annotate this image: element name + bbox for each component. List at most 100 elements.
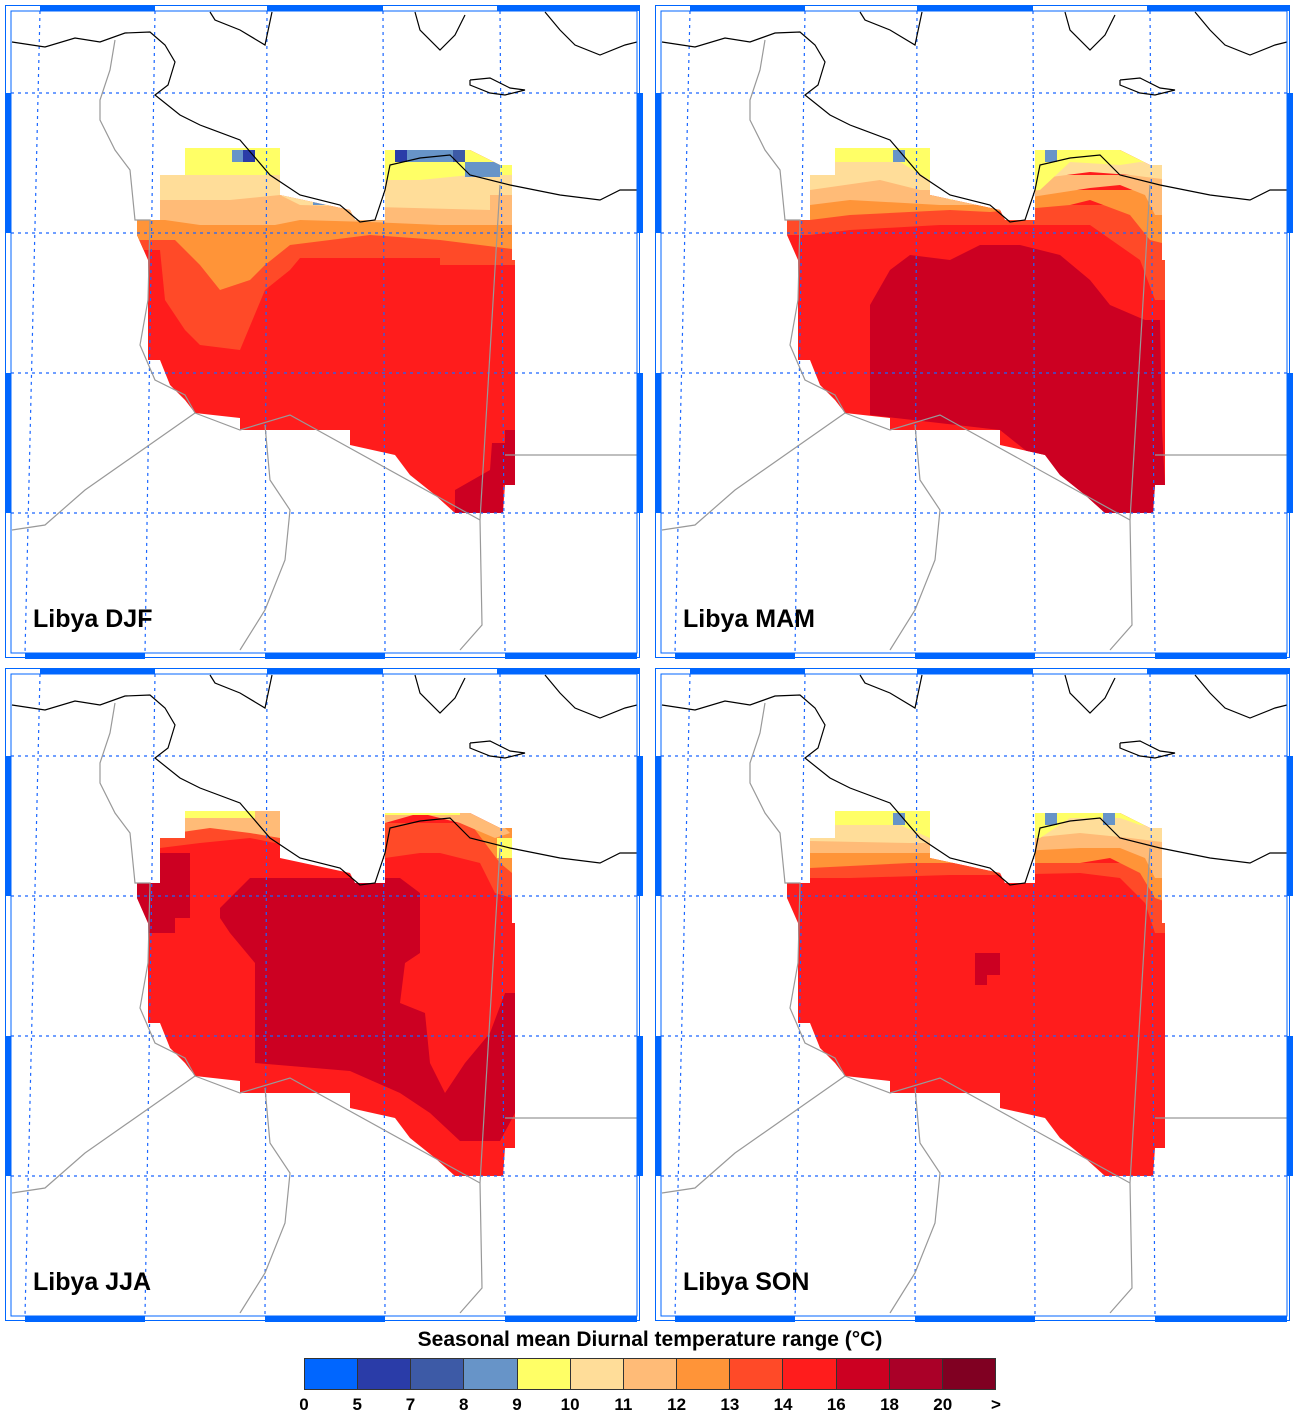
frame-tick xyxy=(655,93,661,233)
frame-tick xyxy=(25,653,145,659)
frame-tick xyxy=(1287,93,1293,233)
frame-tick xyxy=(40,5,155,11)
frame-tick xyxy=(1147,668,1290,674)
panel-title: Libya SON xyxy=(683,1268,810,1296)
meridian-gridline xyxy=(144,673,156,1317)
colorbar-tick-label: 11 xyxy=(614,1395,633,1414)
country-border xyxy=(661,1075,846,1194)
colorbar-swatch xyxy=(730,1359,784,1389)
coastline xyxy=(544,11,638,56)
dtr-field xyxy=(137,811,515,1176)
frame-tick xyxy=(40,668,155,674)
dtr-cell-region xyxy=(1045,813,1057,825)
dtr-cell-region xyxy=(465,162,500,177)
frame-tick xyxy=(637,1036,643,1176)
dtr-cell-region xyxy=(1022,825,1033,838)
coastline xyxy=(414,674,466,714)
country-border xyxy=(1129,184,1151,521)
frame-tick xyxy=(690,668,805,674)
frame-tick xyxy=(5,1036,11,1176)
dtr-cell-region xyxy=(975,953,1000,985)
dtr-cell-region xyxy=(395,150,407,162)
colorbar-tick-label: 16 xyxy=(826,1395,846,1414)
colorbar-swatch xyxy=(411,1359,465,1389)
colorbar-tick-label: 12 xyxy=(667,1395,687,1414)
panel-title: Libya MAM xyxy=(683,605,815,633)
meridian-gridline xyxy=(674,673,691,1317)
meridian-gridline xyxy=(1149,10,1156,654)
dtr-cell-region xyxy=(453,150,465,162)
country-border xyxy=(239,424,291,651)
frame-tick xyxy=(690,5,805,11)
coastline xyxy=(859,674,923,709)
meridian-gridline xyxy=(794,10,806,654)
frame-tick xyxy=(25,1316,145,1322)
country-border xyxy=(11,1075,196,1194)
map-panel-son: Libya SON xyxy=(655,668,1295,1323)
colorbar-swatch xyxy=(783,1359,837,1389)
coastline xyxy=(11,694,637,886)
frame-tick xyxy=(675,1316,795,1322)
meridian-gridline xyxy=(144,10,156,654)
country-border xyxy=(459,1182,483,1314)
coastline xyxy=(661,31,1287,223)
country-border xyxy=(889,1087,941,1314)
map-mam xyxy=(655,5,1293,659)
coastline xyxy=(544,674,638,719)
coastline xyxy=(1064,674,1116,714)
coastline xyxy=(1119,740,1176,759)
colorbar-tick-label: 7 xyxy=(405,1395,416,1414)
meridian-gridline xyxy=(914,10,918,654)
frame-tick xyxy=(5,756,11,896)
meridian-gridline xyxy=(499,673,506,1317)
frame-tick xyxy=(1287,1036,1293,1176)
colorbar-tick-label: 8 xyxy=(458,1395,469,1414)
dtr-field xyxy=(137,148,515,513)
country-border xyxy=(194,1075,481,1184)
dtr-field xyxy=(787,148,1165,513)
dtr-cell-region xyxy=(893,150,905,162)
frame-tick xyxy=(637,373,643,513)
colorbar-swatch xyxy=(570,1359,624,1389)
frame-tick xyxy=(637,93,643,233)
colorbar-tick-label: 0 xyxy=(299,1395,309,1414)
panel-title: Libya DJF xyxy=(33,605,153,633)
dtr-cell-region xyxy=(185,811,255,818)
dtr-cell-region xyxy=(243,150,255,162)
frame-tick xyxy=(1147,5,1290,11)
colorbar-swatch xyxy=(623,1359,678,1389)
country-border xyxy=(749,702,846,1077)
frame-tick xyxy=(655,1036,661,1176)
panel-title: Libya JJA xyxy=(33,1268,152,1296)
coastline xyxy=(661,694,1287,886)
colorbar-tick-label: 10 xyxy=(560,1395,580,1414)
dtr-cell-region xyxy=(137,205,515,290)
frame-tick xyxy=(497,5,640,11)
country-border xyxy=(749,39,846,414)
frame-tick xyxy=(265,1316,385,1322)
country-border xyxy=(239,1087,291,1314)
country-border xyxy=(194,412,481,521)
coastline xyxy=(414,11,466,51)
dtr-cell-region xyxy=(787,863,1165,933)
colorbar-tick-label: 9 xyxy=(512,1395,522,1414)
meridian-gridline xyxy=(1032,10,1036,654)
dtr-cell-region xyxy=(160,823,512,898)
country-border xyxy=(889,424,941,651)
coastline xyxy=(1194,674,1288,719)
country-border xyxy=(844,412,1131,521)
country-border xyxy=(99,39,196,414)
map-panel-jja: Libya JJA xyxy=(5,668,645,1323)
map-son xyxy=(655,668,1293,1322)
meridian-gridline xyxy=(674,10,691,654)
colorbar-title: Seasonal mean Diurnal temperature range … xyxy=(417,1328,883,1351)
frame-tick xyxy=(265,653,385,659)
frame-tick xyxy=(915,1316,1035,1322)
meridian-gridline xyxy=(794,673,806,1317)
frame-tick xyxy=(505,1316,637,1322)
meridian-gridline xyxy=(914,673,918,1317)
coastline xyxy=(469,77,526,96)
country-border xyxy=(99,702,196,1077)
country-border xyxy=(479,184,501,521)
country-border xyxy=(459,519,483,651)
